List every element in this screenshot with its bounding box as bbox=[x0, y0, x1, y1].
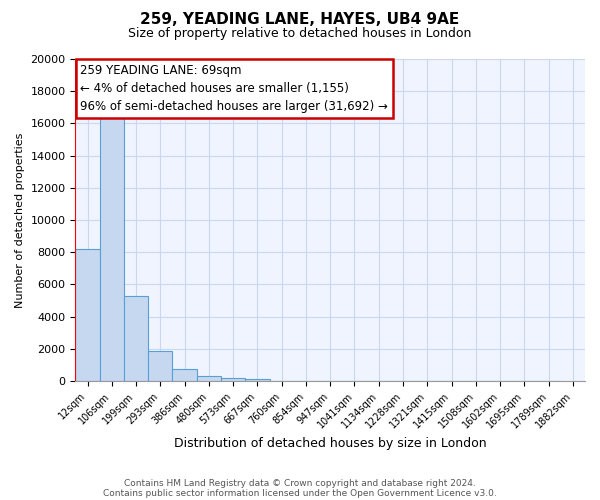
X-axis label: Distribution of detached houses by size in London: Distribution of detached houses by size … bbox=[174, 437, 487, 450]
Bar bbox=[172, 369, 197, 381]
Bar bbox=[245, 378, 269, 381]
Y-axis label: Number of detached properties: Number of detached properties bbox=[15, 132, 25, 308]
Bar bbox=[197, 376, 221, 381]
Bar bbox=[76, 249, 100, 381]
Bar bbox=[221, 378, 245, 381]
Text: 259 YEADING LANE: 69sqm
← 4% of detached houses are smaller (1,155)
96% of semi-: 259 YEADING LANE: 69sqm ← 4% of detached… bbox=[80, 64, 388, 113]
Bar bbox=[124, 296, 148, 381]
Text: Contains HM Land Registry data © Crown copyright and database right 2024.: Contains HM Land Registry data © Crown c… bbox=[124, 478, 476, 488]
Text: Size of property relative to detached houses in London: Size of property relative to detached ho… bbox=[128, 28, 472, 40]
Text: 259, YEADING LANE, HAYES, UB4 9AE: 259, YEADING LANE, HAYES, UB4 9AE bbox=[140, 12, 460, 28]
Bar bbox=[100, 114, 124, 381]
Bar bbox=[148, 352, 172, 381]
Text: Contains public sector information licensed under the Open Government Licence v3: Contains public sector information licen… bbox=[103, 488, 497, 498]
